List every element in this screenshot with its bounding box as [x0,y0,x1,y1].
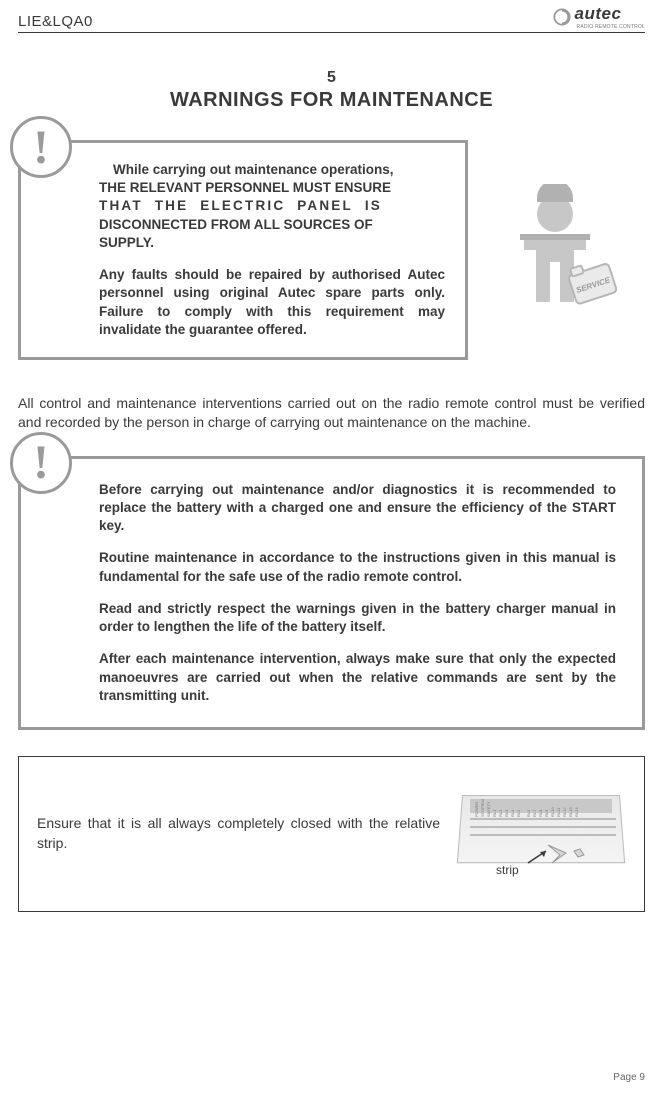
warning2-p3: Read and strictly respect the warnings g… [99,600,616,636]
warning1-line1: While carrying out maintenance operation… [99,162,394,177]
page-header: LIE&LQA0 autec RADIO REMOTE CONTROL [18,0,645,33]
svg-text:RL11: RL11 [556,807,561,817]
svg-text:RL5: RL5 [516,809,521,817]
svg-text:STOP/EM: STOP/EM [480,799,485,817]
closed-strip-text: Ensure that it is all always completely … [37,814,440,853]
warning2-p2: Routine maintenance in accordance to the… [99,549,616,585]
warning1-line3: THAT THE ELECTRIC PANEL IS [99,198,382,213]
section-number: 5 [18,69,645,87]
body-paragraph: All control and maintenance intervention… [18,394,645,432]
warning1-paragraph2: Any faults should be repaired by authori… [99,266,445,339]
exclamation-icon: ! [10,116,72,178]
warning1-line2: THE RELEVANT PERSONNEL MUST ENSURE [99,180,391,195]
warning1-line5: SUPPLY. [99,235,154,250]
warning-box-2: Before carrying out maintenance and/or d… [18,456,645,730]
brand-subtitle: RADIO REMOTE CONTROL [577,24,645,30]
svg-text:SAFETY: SAFETY [486,801,491,817]
warning2-p4: After each maintenance intervention, alw… [99,650,616,705]
brand-name: autec [575,4,645,24]
svg-text:RL3: RL3 [504,809,509,817]
warning2-p1: Before carrying out maintenance and/or d… [99,481,616,536]
svg-text:POWER: POWER [474,802,479,817]
svg-text:RL6: RL6 [526,809,531,817]
warning-box-1: While carrying out maintenance operation… [18,140,468,360]
svg-text:RL10: RL10 [550,807,555,817]
logo-swirl-icon [553,8,571,26]
svg-text:RL13: RL13 [568,807,573,817]
brand-logo: autec RADIO REMOTE CONTROL [553,4,645,30]
strip-label: strip [496,863,519,877]
svg-text:RL1: RL1 [492,809,497,817]
svg-text:RL9: RL9 [544,809,549,817]
svg-text:RL8: RL8 [538,809,543,817]
svg-text:RL12: RL12 [562,807,567,817]
page-title: WARNINGS FOR MAINTENANCE [18,89,645,112]
warning1-line4: DISCONNECTED FROM ALL SOURCES OF [99,217,373,232]
closed-strip-box: Ensure that it is all always completely … [18,756,645,912]
service-person-icon: SERVICE [490,184,620,339]
svg-text:RL4: RL4 [510,809,515,817]
svg-text:RL14: RL14 [574,807,579,817]
svg-text:RL7: RL7 [532,809,537,817]
strip-arrow-icon [526,847,554,867]
svg-text:RL2: RL2 [498,809,503,817]
exclamation-icon: ! [10,432,72,494]
warning1-paragraph1: While carrying out maintenance operation… [99,161,445,252]
page-footer: Page 9 [613,1072,645,1083]
doc-code: LIE&LQA0 [18,13,93,30]
terminal-board-image: POWER STOP/EM SAFETY RL1 RL2 RL3 RL4 RL5… [456,789,626,879]
